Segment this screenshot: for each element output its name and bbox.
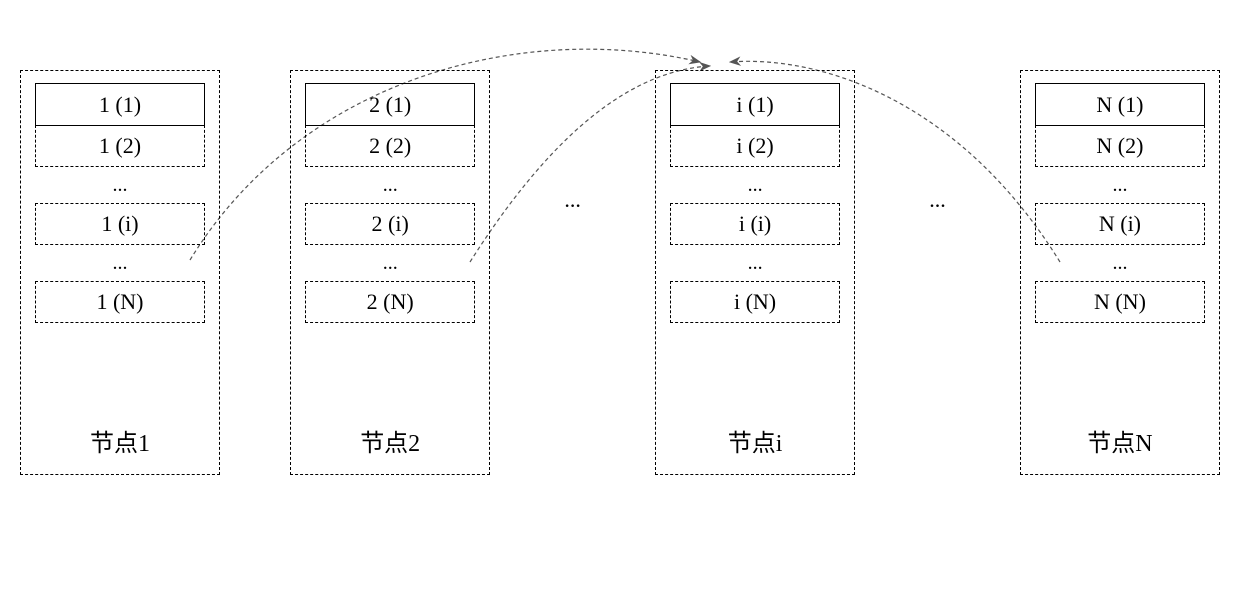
cell-i-2: i (2) <box>670 125 840 167</box>
cell-2-N: 2 (N) <box>305 281 475 323</box>
node-label-2: 节点2 <box>360 423 420 458</box>
node-column-2: 2 (1) 2 (2) ... 2 (i) ... 2 (N) 节点2 <box>290 70 490 475</box>
node-label-i: 节点i <box>728 423 783 458</box>
between-ellipsis: ... <box>925 70 950 330</box>
node-label-1: 节点1 <box>90 423 150 458</box>
ellipsis: ... <box>383 175 398 195</box>
node-column-i: i (1) i (2) ... i (i) ... i (N) 节点i <box>655 70 855 475</box>
ellipsis: ... <box>1112 253 1127 273</box>
ellipsis: ... <box>748 175 763 195</box>
cell-1-2: 1 (2) <box>35 125 205 167</box>
cell-1-N: 1 (N) <box>35 281 205 323</box>
cell-2-i: 2 (i) <box>305 203 475 245</box>
ellipsis: ... <box>113 253 128 273</box>
cell-N-1: N (1) <box>1035 83 1205 125</box>
cell-2-2: 2 (2) <box>305 125 475 167</box>
cell-1-i: 1 (i) <box>35 203 205 245</box>
cell-i-i: i (i) <box>670 203 840 245</box>
ellipsis: ... <box>383 253 398 273</box>
ellipsis: ... <box>1112 175 1127 195</box>
node-label-N: 节点N <box>1087 423 1152 458</box>
cell-N-2: N (2) <box>1035 125 1205 167</box>
ellipsis: ... <box>113 175 128 195</box>
between-ellipsis: ... <box>560 70 585 330</box>
cell-N-i: N (i) <box>1035 203 1205 245</box>
cell-i-1: i (1) <box>670 83 840 125</box>
node-column-N: N (1) N (2) ... N (i) ... N (N) 节点N <box>1020 70 1220 475</box>
diagram-container: 1 (1) 1 (2) ... 1 (i) ... 1 (N) 节点1 2 (1… <box>20 70 1220 572</box>
cell-i-N: i (N) <box>670 281 840 323</box>
ellipsis: ... <box>748 253 763 273</box>
cell-1-1: 1 (1) <box>35 83 205 125</box>
cell-N-N: N (N) <box>1035 281 1205 323</box>
node-column-1: 1 (1) 1 (2) ... 1 (i) ... 1 (N) 节点1 <box>20 70 220 475</box>
cell-2-1: 2 (1) <box>305 83 475 125</box>
